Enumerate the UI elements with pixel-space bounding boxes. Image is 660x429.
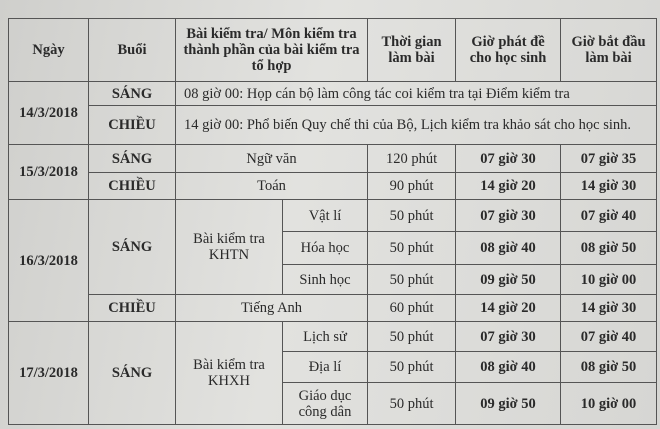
start-cell: 07 giờ 40 (560, 321, 658, 352)
table-row: Hóa học 50 phút 08 giờ 40 08 giờ 50 (9, 231, 658, 265)
start-cell: 08 giờ 50 (560, 351, 658, 383)
start-cell: 07 giờ 35 (560, 144, 658, 173)
handout-cell: 08 giờ 40 (455, 351, 562, 383)
subject-cell: Lịch sử (281, 321, 369, 352)
header-handout: Giờ phát đề cho học sinh (455, 18, 562, 82)
duration-cell: 50 phút (367, 199, 457, 232)
header-start: Giờ bắt đầu làm bài (560, 18, 658, 82)
table-row: 17/3/2018 SÁNG Bài kiểm tra KHXH Lịch sử… (8, 321, 658, 425)
duration-cell: 90 phút (367, 172, 457, 200)
duration-cell: 50 phút (367, 351, 457, 383)
table-row: 16/3/2018 SÁNG Bài kiểm tra KHTN Vật lí … (8, 199, 658, 322)
session-cell: SÁNG (88, 81, 176, 106)
start-cell: 08 giờ 50 (560, 231, 658, 265)
note-cell: 08 giờ 00: Họp cán bộ làm công tác coi k… (174, 81, 658, 106)
handout-cell: 07 giờ 30 (455, 144, 562, 173)
table-row: 14/3/2018 SÁNG 08 giờ 00: Họp cán bộ làm… (8, 81, 658, 145)
table-row: 15/3/2018 SÁNG Ngữ văn 120 phút 07 giờ 3… (8, 144, 658, 200)
header-row: Ngày Buổi Bài kiểm tra/ Môn kiểm tra thà… (8, 18, 658, 82)
note-cell: 14 giờ 00: Phổ biến Quy chế thi của Bộ, … (174, 105, 658, 145)
handout-cell: 08 giờ 40 (455, 231, 562, 265)
header-date: Ngày (8, 18, 89, 82)
subject-cell: Tiếng Anh (174, 294, 369, 322)
handout-cell: 07 giờ 30 (455, 199, 562, 232)
start-cell: 10 giờ 00 (560, 382, 658, 425)
table-row: CHIỀU Tiếng Anh 60 phút 14 giờ 20 14 giờ… (9, 294, 658, 322)
header-duration: Thời gian làm bài (367, 18, 457, 82)
subject-cell: Ngữ văn (174, 144, 369, 173)
date-cell: 16/3/2018 (8, 199, 89, 322)
date-cell: 14/3/2018 (8, 81, 89, 145)
start-cell: 14 giờ 30 (560, 294, 658, 322)
duration-cell: 50 phút (367, 321, 457, 352)
table-row: CHIỀU 14 giờ 00: Phổ biến Quy chế thi củ… (9, 105, 658, 145)
duration-cell: 50 phút (367, 231, 457, 265)
session-cell: CHIỀU (88, 172, 176, 200)
header-test: Bài kiểm tra/ Môn kiểm tra thành phần củ… (174, 18, 369, 82)
subject-cell: Sinh học (281, 264, 369, 295)
date-cell: 17/3/2018 (8, 321, 89, 425)
start-cell: 10 giờ 00 (560, 264, 658, 295)
subject-cell: Hóa học (281, 231, 369, 265)
start-cell: 14 giờ 30 (560, 172, 658, 200)
group-cell: Bài kiểm tra KHTN (175, 199, 283, 295)
session-cell: SÁNG (88, 144, 176, 173)
session-cell: SÁNG (88, 321, 176, 425)
table-row: CHIỀU Toán 90 phút 14 giờ 20 14 giờ 30 (9, 172, 658, 200)
subject-cell: Giáo dục công dân (281, 382, 369, 425)
duration-cell: 60 phút (367, 294, 457, 322)
exam-schedule-table: Ngày Buổi Bài kiểm tra/ Môn kiểm tra thà… (8, 18, 658, 425)
table-row: Giáo dục công dân 50 phút 09 giờ 50 10 g… (9, 382, 658, 425)
duration-cell: 50 phút (367, 382, 457, 425)
session-cell: CHIỀU (88, 294, 176, 322)
date-cell: 15/3/2018 (8, 144, 89, 200)
handout-cell: 14 giờ 20 (455, 172, 562, 200)
start-cell: 07 giờ 40 (560, 199, 658, 232)
session-cell: SÁNG (88, 199, 176, 295)
session-cell: CHIỀU (88, 105, 176, 145)
header-session: Buổi (88, 18, 176, 82)
duration-cell: 50 phút (367, 264, 457, 295)
handout-cell: 07 giờ 30 (455, 321, 562, 352)
handout-cell: 09 giờ 50 (455, 264, 562, 295)
subject-cell: Toán (174, 172, 369, 200)
group-cell: Bài kiểm tra KHXH (175, 321, 283, 425)
table-row: Địa lí 50 phút 08 giờ 40 08 giờ 50 (9, 351, 658, 383)
table-row: Sinh học 50 phút 09 giờ 50 10 giờ 00 (9, 264, 658, 295)
subject-cell: Vật lí (281, 199, 369, 232)
duration-cell: 120 phút (367, 144, 457, 173)
handout-cell: 14 giờ 20 (455, 294, 562, 322)
handout-cell: 09 giờ 50 (455, 382, 562, 425)
subject-cell: Địa lí (281, 351, 369, 383)
